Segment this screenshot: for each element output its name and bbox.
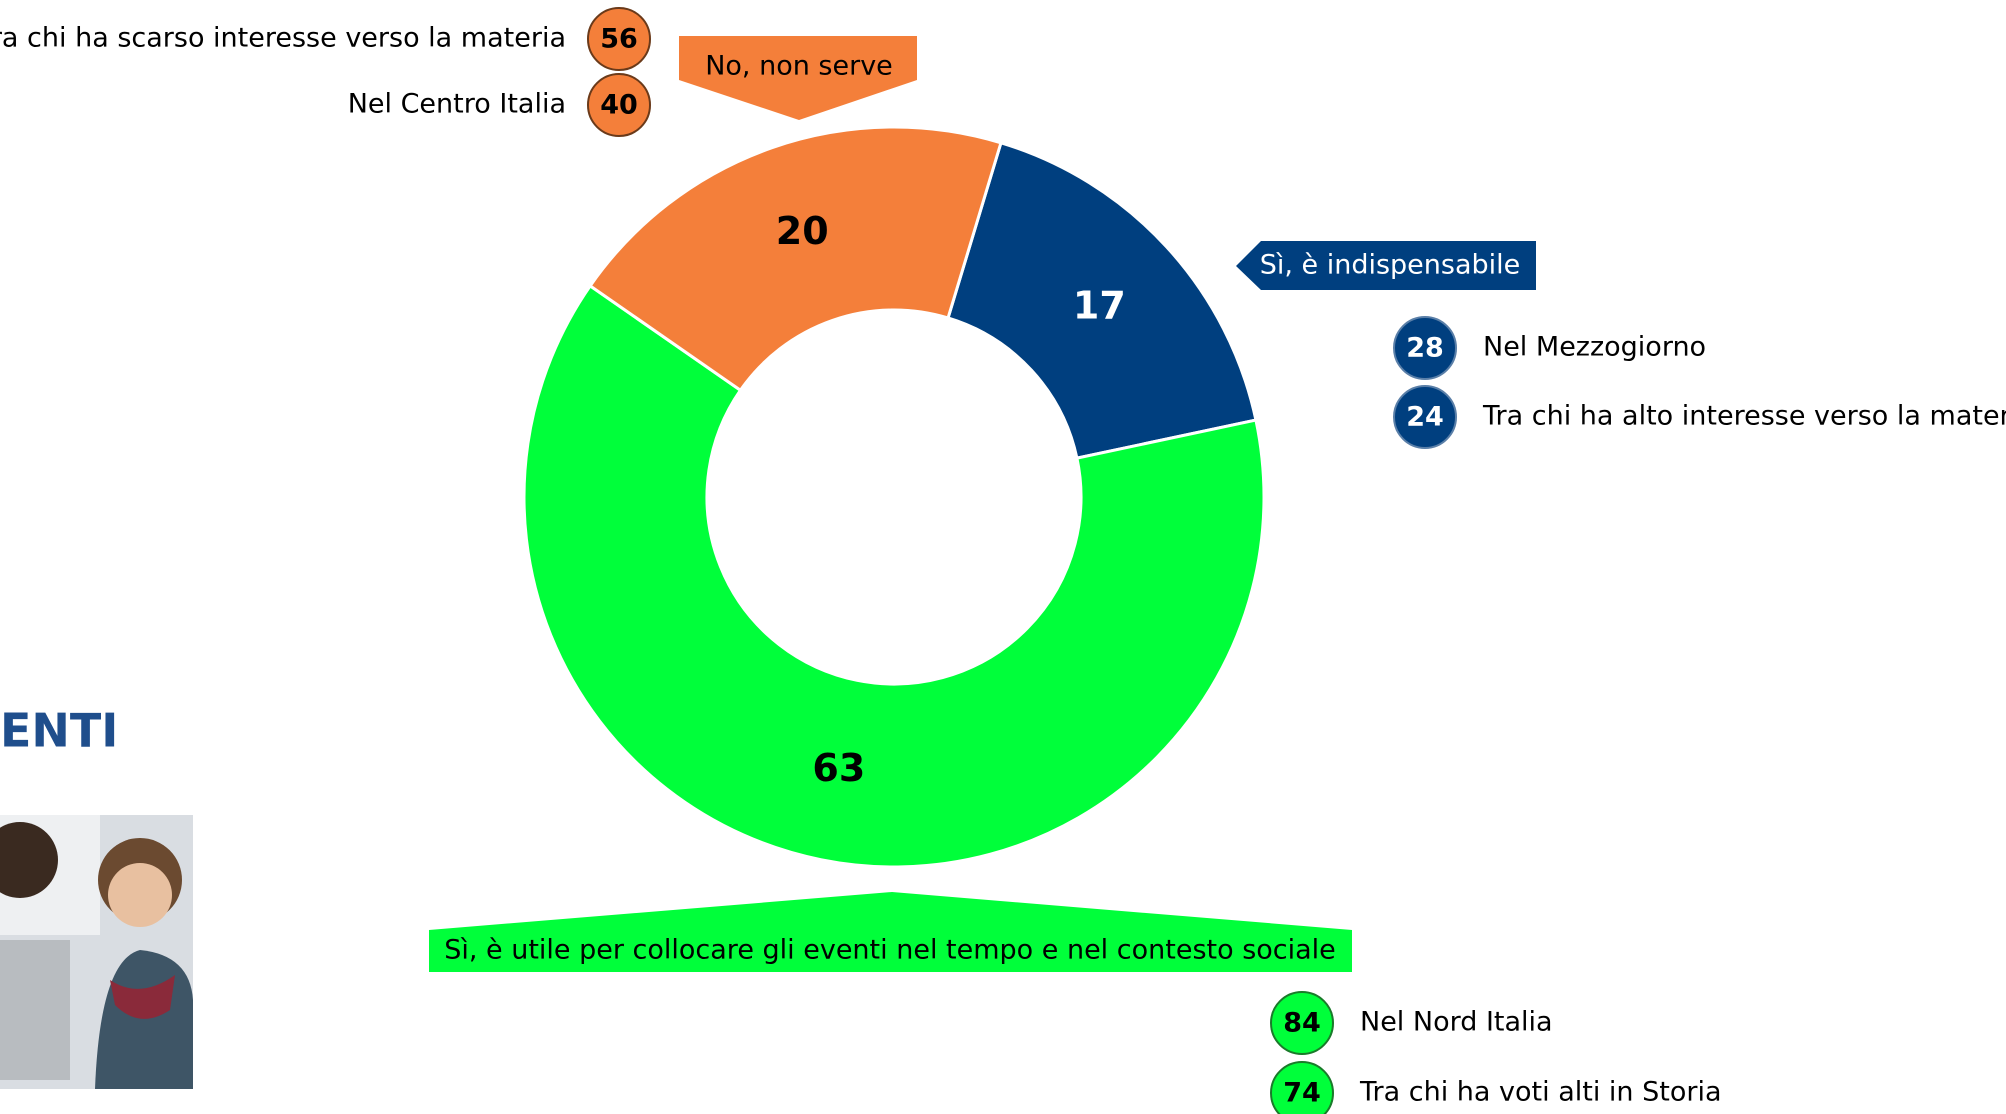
- photo: [0, 815, 193, 1089]
- label-banner: Sì, è utile per collocare gli eventi nel…: [429, 892, 1352, 972]
- category-label: Sì, è indispensabile: [1260, 250, 1521, 281]
- badge-value: 24: [1406, 402, 1444, 433]
- label-banner: No, non serve: [679, 36, 917, 120]
- breakout-label: Nel Centro Italia: [348, 89, 566, 120]
- category-label: No, non serve: [705, 51, 893, 82]
- value-label: 17: [1073, 284, 1126, 328]
- badge-value: 28: [1406, 333, 1444, 364]
- breakout-label: Tra chi ha scarso interesse verso la mat…: [0, 23, 566, 54]
- breakout-label: Nel Mezzogiorno: [1483, 332, 1706, 363]
- breakout-label: Nel Nord Italia: [1360, 1007, 1553, 1038]
- value-label: 20: [776, 209, 829, 253]
- badge-value: 56: [600, 24, 638, 55]
- category-label: Sì, è utile per collocare gli eventi nel…: [444, 935, 1336, 966]
- page: ENTI Sì, è indispensabile No, non serve …: [0, 0, 2006, 1114]
- side-title: ENTI: [0, 704, 118, 758]
- label-banner: Sì, è indispensabile: [1236, 241, 1536, 290]
- chart: ENTI Sì, è indispensabile No, non serve …: [0, 0, 2006, 1114]
- breakout-label: Tra chi ha alto interesse verso la mater…: [1482, 401, 2006, 432]
- badge-value: 74: [1283, 1078, 1321, 1109]
- badge-value: 40: [600, 90, 638, 121]
- value-label: 63: [812, 746, 865, 790]
- breakout-label: Tra chi ha voti alti in Storia: [1359, 1077, 1722, 1108]
- badge-value: 84: [1283, 1008, 1321, 1039]
